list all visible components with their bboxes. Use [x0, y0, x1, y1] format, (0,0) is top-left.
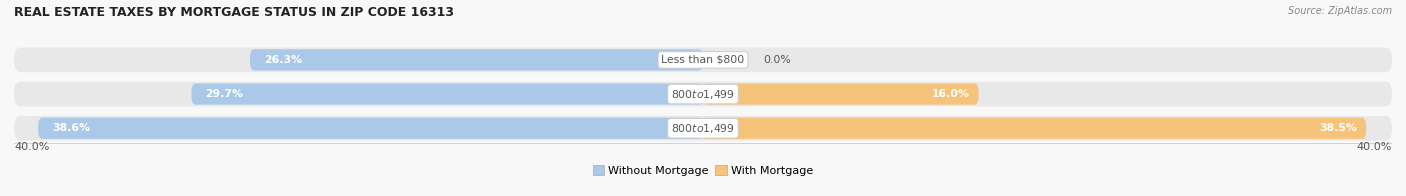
Text: $800 to $1,499: $800 to $1,499	[671, 122, 735, 135]
FancyBboxPatch shape	[250, 49, 703, 71]
Text: Source: ZipAtlas.com: Source: ZipAtlas.com	[1288, 6, 1392, 16]
FancyBboxPatch shape	[14, 82, 1392, 106]
Text: 29.7%: 29.7%	[205, 89, 243, 99]
Legend: Without Mortgage, With Mortgage: Without Mortgage, With Mortgage	[588, 161, 818, 180]
Text: 38.6%: 38.6%	[52, 123, 90, 133]
FancyBboxPatch shape	[38, 118, 703, 139]
FancyBboxPatch shape	[703, 83, 979, 105]
FancyBboxPatch shape	[703, 118, 1367, 139]
Text: 40.0%: 40.0%	[14, 142, 49, 152]
Text: 38.5%: 38.5%	[1320, 123, 1358, 133]
Text: REAL ESTATE TAXES BY MORTGAGE STATUS IN ZIP CODE 16313: REAL ESTATE TAXES BY MORTGAGE STATUS IN …	[14, 6, 454, 19]
Text: 16.0%: 16.0%	[932, 89, 970, 99]
Text: Less than $800: Less than $800	[661, 55, 745, 65]
FancyBboxPatch shape	[191, 83, 703, 105]
Text: $800 to $1,499: $800 to $1,499	[671, 88, 735, 101]
Text: 26.3%: 26.3%	[264, 55, 302, 65]
FancyBboxPatch shape	[14, 48, 1392, 72]
Text: 0.0%: 0.0%	[763, 55, 792, 65]
Text: 40.0%: 40.0%	[1357, 142, 1392, 152]
FancyBboxPatch shape	[14, 116, 1392, 141]
